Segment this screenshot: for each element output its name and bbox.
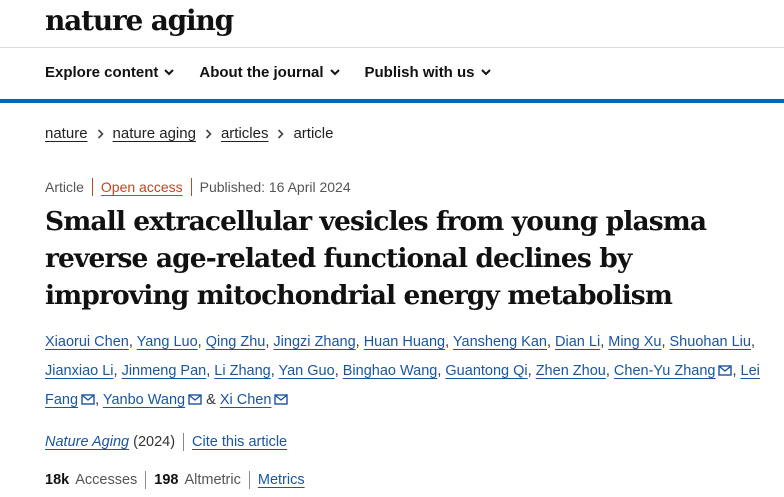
meta-divider bbox=[91, 178, 93, 196]
nav-explore-content[interactable]: Explore content bbox=[45, 64, 175, 81]
mail-icon[interactable] bbox=[718, 365, 733, 376]
header-divider bbox=[0, 47, 784, 48]
chevron-right-icon bbox=[278, 128, 285, 139]
cite-this-article-link[interactable]: Cite this article bbox=[192, 434, 288, 450]
article-meta: Article Open access Published: 16 April … bbox=[45, 178, 351, 196]
altmetric-label: Altmetric bbox=[184, 472, 241, 488]
author-link[interactable]: Dian Li bbox=[555, 334, 601, 350]
author-link[interactable]: Shuohan Liu bbox=[669, 334, 751, 350]
breadcrumb: nature nature aging articles article bbox=[45, 125, 333, 142]
accesses-count: 18k bbox=[45, 472, 70, 488]
breadcrumb-link-nature-aging[interactable]: nature aging bbox=[112, 125, 196, 142]
article-metrics: 18k Accesses 198 Altmetric Metrics bbox=[45, 471, 305, 489]
metrics-link[interactable]: Metrics bbox=[257, 472, 305, 488]
mail-icon[interactable] bbox=[188, 394, 202, 405]
published-date: Published: 16 April 2024 bbox=[199, 179, 351, 195]
chevron-right-icon bbox=[205, 128, 212, 139]
author-conjunction: & bbox=[206, 392, 216, 408]
author-link[interactable]: Xiaorui Chen bbox=[45, 334, 129, 350]
author-link[interactable]: Yanbo Wang bbox=[102, 392, 186, 408]
chevron-down-icon bbox=[480, 69, 491, 76]
author-link[interactable]: Guantong Qi bbox=[445, 363, 528, 379]
journal-link[interactable]: Nature Aging bbox=[45, 434, 130, 450]
chevron-down-icon bbox=[164, 69, 175, 76]
chevron-right-icon bbox=[97, 128, 104, 139]
author-link[interactable]: Jianxiao Li bbox=[45, 363, 114, 379]
breadcrumb-current: article bbox=[293, 125, 334, 142]
metrics-divider bbox=[145, 471, 147, 489]
altmetric-score: 198 bbox=[154, 472, 179, 488]
author-link[interactable]: Zhen Zhou bbox=[535, 363, 606, 379]
journal-year: (2024) bbox=[133, 434, 176, 450]
journal-citation: Nature Aging (2024) Cite this article bbox=[45, 433, 287, 451]
site-logo[interactable]: nature aging bbox=[45, 4, 234, 37]
citation-divider bbox=[183, 433, 185, 451]
nav-label: About the journal bbox=[199, 64, 324, 81]
author-list: Xiaorui Chen, Yang Luo, Qing Zhu, Jingzi… bbox=[45, 334, 760, 408]
nav-accent-bar bbox=[0, 99, 784, 103]
author-link[interactable]: Chen-Yu Zhang bbox=[613, 363, 716, 379]
author-link[interactable]: Xi Chen bbox=[219, 392, 272, 408]
mail-icon[interactable] bbox=[274, 394, 289, 405]
main-nav: Explore content About the journal Publis… bbox=[45, 64, 491, 81]
breadcrumb-link-articles[interactable]: articles bbox=[220, 125, 269, 142]
article-title: Small extracellular vesicles from young … bbox=[45, 206, 707, 311]
author-link[interactable]: Huan Huang bbox=[363, 334, 446, 350]
article-type: Article bbox=[45, 179, 84, 195]
metrics-divider bbox=[248, 471, 250, 489]
author-link[interactable]: Qing Zhu bbox=[205, 334, 266, 350]
author-link[interactable]: Yan Guo bbox=[278, 363, 335, 379]
author-link[interactable]: Binghao Wang bbox=[342, 363, 438, 379]
meta-divider bbox=[190, 178, 192, 196]
nav-label: Explore content bbox=[45, 64, 159, 81]
author-link[interactable]: Lei Fang bbox=[45, 363, 760, 408]
author-link[interactable]: Jinmeng Pan bbox=[121, 363, 207, 379]
chevron-down-icon bbox=[329, 69, 340, 76]
nav-about-journal[interactable]: About the journal bbox=[199, 64, 340, 81]
open-access-link[interactable]: Open access bbox=[100, 179, 183, 195]
author-link[interactable]: Jingzi Zhang bbox=[273, 334, 356, 350]
author-link[interactable]: Li Zhang bbox=[214, 363, 271, 379]
breadcrumb-link-nature[interactable]: nature bbox=[45, 125, 88, 142]
author-link[interactable]: Yang Luo bbox=[136, 334, 198, 350]
mail-icon[interactable] bbox=[81, 394, 95, 405]
nav-publish-with-us[interactable]: Publish with us bbox=[365, 64, 491, 81]
nav-label: Publish with us bbox=[364, 64, 475, 81]
author-link[interactable]: Ming Xu bbox=[608, 334, 662, 350]
author-link[interactable]: Yansheng Kan bbox=[452, 334, 547, 350]
accesses-label: Accesses bbox=[75, 472, 138, 488]
